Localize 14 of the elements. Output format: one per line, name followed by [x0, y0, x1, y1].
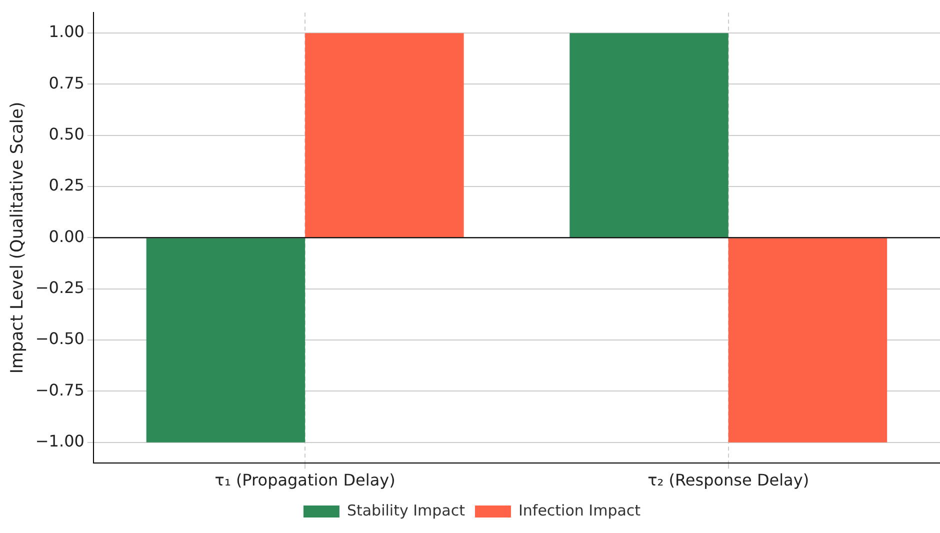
- y-axis-title: Impact Level (Qualitative Scale): [8, 102, 28, 374]
- legend-label: Infection Impact: [518, 501, 641, 520]
- y-tick-label: −0.25: [35, 278, 84, 298]
- y-tick-label: 0.50: [48, 124, 84, 144]
- y-tick-label: −0.75: [35, 380, 84, 400]
- legend-label: Stability Impact: [346, 501, 466, 520]
- x-tick-label: τ₂ (Response Delay): [648, 470, 810, 490]
- y-tick-label: 1.00: [48, 22, 84, 42]
- y-tick-label: 0.75: [48, 73, 84, 92]
- y-tick-label: −0.50: [35, 329, 84, 348]
- y-tick-label: 0.25: [48, 176, 84, 195]
- y-tick-label: −1.00: [35, 431, 84, 450]
- y-tick-label: 0.00: [48, 226, 84, 246]
- x-tick-label: τ₁ (Propagation Delay): [214, 470, 396, 490]
